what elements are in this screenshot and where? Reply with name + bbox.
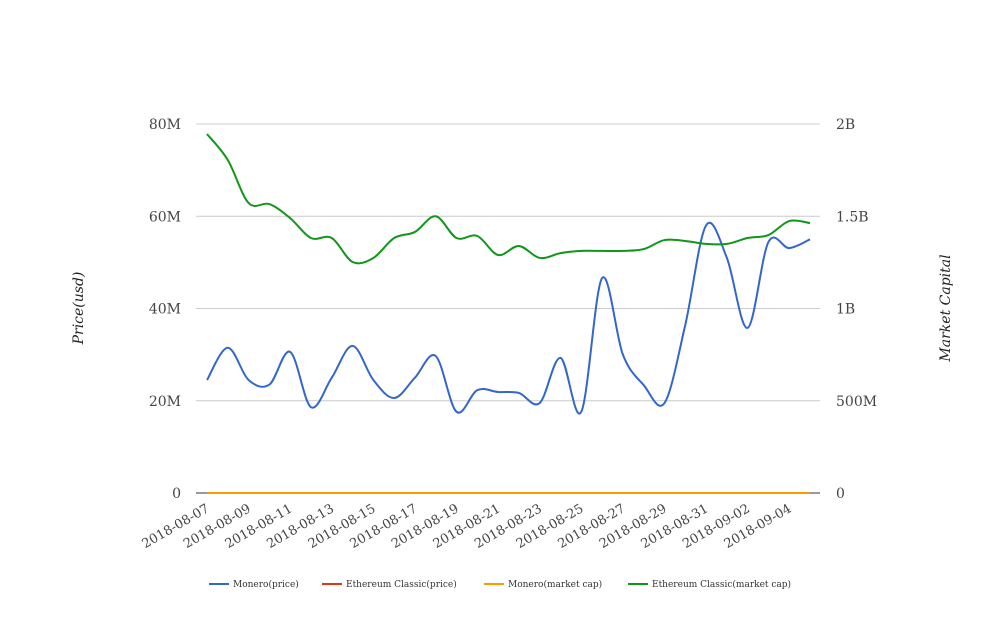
- y-tick-label: 40M: [149, 302, 181, 318]
- legend-item[interactable]: Ethereum Classic(market cap): [628, 579, 791, 590]
- y2-tick-label: 500M: [836, 394, 877, 410]
- y-tick-label: 60M: [149, 209, 181, 225]
- y-tick-label: 20M: [149, 394, 181, 410]
- y2-tick-label: 1B: [836, 302, 855, 318]
- y2-tick-label: 1.5B: [836, 209, 869, 225]
- legend-label: Ethereum Classic(price): [346, 579, 457, 590]
- series-line-ethereum-classic-market-cap: [206, 133, 811, 265]
- y-tick-label: 80M: [149, 117, 181, 133]
- y2-tick-label: 0: [836, 486, 845, 502]
- legend-item[interactable]: Monero(price): [209, 579, 299, 590]
- y2-axis-title: Market Capital: [938, 254, 954, 362]
- legend-label: Ethereum Classic(market cap): [652, 579, 791, 590]
- series-line-monero-price: [206, 221, 811, 415]
- legend-item[interactable]: Ethereum Classic(price): [322, 579, 457, 590]
- y2-tick-label: 2B: [836, 117, 855, 133]
- legend-label: Monero(market cap): [508, 579, 602, 590]
- legend-label: Monero(price): [233, 579, 299, 590]
- legend-item[interactable]: Monero(market cap): [484, 579, 602, 590]
- y-tick-label: 0: [172, 486, 181, 502]
- y-axis-title: Price(usd): [71, 272, 87, 346]
